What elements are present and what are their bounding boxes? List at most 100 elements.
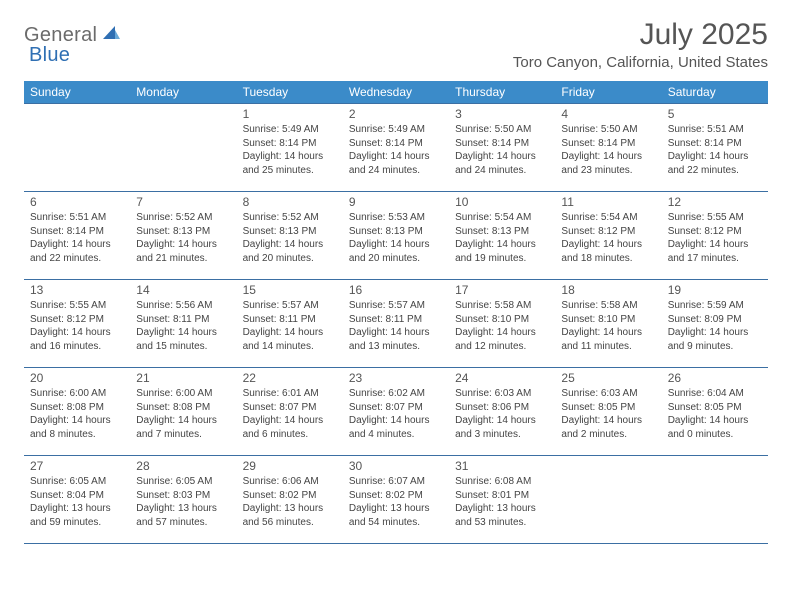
day-details: Sunrise: 5:50 AM Sunset: 8:14 PM Dayligh… xyxy=(561,123,655,177)
calendar-week-row: 1 Sunrise: 5:49 AM Sunset: 8:14 PM Daylig… xyxy=(24,104,768,192)
day-number: 26 xyxy=(668,371,762,385)
day-number: 19 xyxy=(668,283,762,297)
day-details: Sunrise: 5:59 AM Sunset: 8:09 PM Dayligh… xyxy=(668,299,762,353)
location-subtitle: Toro Canyon, California, United States xyxy=(513,54,768,71)
day-details: Sunrise: 6:06 AM Sunset: 8:02 PM Dayligh… xyxy=(243,475,337,529)
day-details: Sunrise: 5:53 AM Sunset: 8:13 PM Dayligh… xyxy=(349,211,443,265)
day-details: Sunrise: 5:52 AM Sunset: 8:13 PM Dayligh… xyxy=(136,211,230,265)
calendar-cell: 21 Sunrise: 6:00 AM Sunset: 8:08 PM Dayli… xyxy=(130,368,236,456)
calendar-cell: 8 Sunrise: 5:52 AM Sunset: 8:13 PM Daylig… xyxy=(237,192,343,280)
day-number: 10 xyxy=(455,195,549,209)
day-details: Sunrise: 6:08 AM Sunset: 8:01 PM Dayligh… xyxy=(455,475,549,529)
day-number: 15 xyxy=(243,283,337,297)
day-details: Sunrise: 5:54 AM Sunset: 8:12 PM Dayligh… xyxy=(561,211,655,265)
brand-sail-icon xyxy=(101,24,121,47)
calendar-cell: 10Sunrise: 5:54 AM Sunset: 8:13 PM Dayli… xyxy=(449,192,555,280)
day-number: 8 xyxy=(243,195,337,209)
day-details: Sunrise: 6:01 AM Sunset: 8:07 PM Dayligh… xyxy=(243,387,337,441)
day-number: 30 xyxy=(349,459,443,473)
calendar-cell xyxy=(24,104,130,192)
calendar-cell: 30 Sunrise: 6:07 AM Sunset: 8:02 PM Dayli… xyxy=(343,456,449,544)
day-number: 5 xyxy=(668,107,762,121)
day-number: 9 xyxy=(349,195,443,209)
calendar-cell: 31Sunrise: 6:08 AM Sunset: 8:01 PM Dayli… xyxy=(449,456,555,544)
calendar-cell: 17 Sunrise: 5:58 AM Sunset: 8:10 PM Dayli… xyxy=(449,280,555,368)
weekday-sunday: Sunday xyxy=(24,81,130,104)
day-details: Sunrise: 6:00 AM Sunset: 8:08 PM Dayligh… xyxy=(30,387,124,441)
calendar-cell: 11 Sunrise: 5:54 AM Sunset: 8:12 PM Dayli… xyxy=(555,192,661,280)
day-number: 22 xyxy=(243,371,337,385)
calendar-page: General July 2025 Toro Canyon, Californi… xyxy=(0,0,792,568)
day-number: 27 xyxy=(30,459,124,473)
calendar-cell: 27 Sunrise: 6:05 AM Sunset: 8:04 PM Dayli… xyxy=(24,456,130,544)
day-number: 28 xyxy=(136,459,230,473)
day-details: Sunrise: 6:00 AM Sunset: 8:08 PM Dayligh… xyxy=(136,387,230,441)
day-details: Sunrise: 6:03 AM Sunset: 8:06 PM Dayligh… xyxy=(455,387,549,441)
day-number: 2 xyxy=(349,107,443,121)
calendar-cell xyxy=(555,456,661,544)
calendar-cell xyxy=(130,104,236,192)
day-number: 17 xyxy=(455,283,549,297)
day-details: Sunrise: 5:58 AM Sunset: 8:10 PM Dayligh… xyxy=(455,299,549,353)
calendar-cell: 16 Sunrise: 5:57 AM Sunset: 8:11 PM Dayli… xyxy=(343,280,449,368)
day-details: Sunrise: 6:07 AM Sunset: 8:02 PM Dayligh… xyxy=(349,475,443,529)
calendar-cell: 12Sunrise: 5:55 AM Sunset: 8:12 PM Dayli… xyxy=(662,192,768,280)
day-details: Sunrise: 5:51 AM Sunset: 8:14 PM Dayligh… xyxy=(30,211,124,265)
day-number: 11 xyxy=(561,195,655,209)
day-details: Sunrise: 5:49 AM Sunset: 8:14 PM Dayligh… xyxy=(243,123,337,177)
day-number: 7 xyxy=(136,195,230,209)
header: General July 2025 Toro Canyon, Californi… xyxy=(24,18,768,71)
calendar-cell xyxy=(662,456,768,544)
day-details: Sunrise: 6:03 AM Sunset: 8:05 PM Dayligh… xyxy=(561,387,655,441)
calendar-week-row: 20 Sunrise: 6:00 AM Sunset: 8:08 PM Dayli… xyxy=(24,368,768,456)
day-details: Sunrise: 5:52 AM Sunset: 8:13 PM Dayligh… xyxy=(243,211,337,265)
day-number: 21 xyxy=(136,371,230,385)
calendar-body: 1 Sunrise: 5:49 AM Sunset: 8:14 PM Daylig… xyxy=(24,104,768,544)
day-number: 16 xyxy=(349,283,443,297)
brand-blue-line: Blue xyxy=(29,44,70,67)
day-details: Sunrise: 6:05 AM Sunset: 8:03 PM Dayligh… xyxy=(136,475,230,529)
day-details: Sunrise: 5:56 AM Sunset: 8:11 PM Dayligh… xyxy=(136,299,230,353)
calendar-cell: 15 Sunrise: 5:57 AM Sunset: 8:11 PM Dayli… xyxy=(237,280,343,368)
day-number: 29 xyxy=(243,459,337,473)
calendar-cell: 26 Sunrise: 6:04 AM Sunset: 8:05 PM Dayli… xyxy=(662,368,768,456)
calendar-cell: 7 Sunrise: 5:52 AM Sunset: 8:13 PM Daylig… xyxy=(130,192,236,280)
day-number: 14 xyxy=(136,283,230,297)
calendar-cell: 9 Sunrise: 5:53 AM Sunset: 8:13 PM Daylig… xyxy=(343,192,449,280)
day-number: 18 xyxy=(561,283,655,297)
calendar-cell: 23Sunrise: 6:02 AM Sunset: 8:07 PM Dayli… xyxy=(343,368,449,456)
day-details: Sunrise: 6:04 AM Sunset: 8:05 PM Dayligh… xyxy=(668,387,762,441)
day-number: 13 xyxy=(30,283,124,297)
weekday-monday: Monday xyxy=(130,81,236,104)
calendar-cell: 22 Sunrise: 6:01 AM Sunset: 8:07 PM Dayli… xyxy=(237,368,343,456)
weekday-saturday: Saturday xyxy=(662,81,768,104)
title-block: July 2025 Toro Canyon, California, Unite… xyxy=(513,18,768,71)
calendar-cell: 5 Sunrise: 5:51 AM Sunset: 8:14 PM Daylig… xyxy=(662,104,768,192)
calendar-cell: 19 Sunrise: 5:59 AM Sunset: 8:09 PM Dayli… xyxy=(662,280,768,368)
calendar-cell: 1 Sunrise: 5:49 AM Sunset: 8:14 PM Daylig… xyxy=(237,104,343,192)
calendar-cell: 18Sunrise: 5:58 AM Sunset: 8:10 PM Dayli… xyxy=(555,280,661,368)
weekday-friday: Friday xyxy=(555,81,661,104)
day-number: 25 xyxy=(561,371,655,385)
day-details: Sunrise: 5:49 AM Sunset: 8:14 PM Dayligh… xyxy=(349,123,443,177)
day-number: 20 xyxy=(30,371,124,385)
weekday-thursday: Thursday xyxy=(449,81,555,104)
calendar-cell: 13 Sunrise: 5:55 AM Sunset: 8:12 PM Dayli… xyxy=(24,280,130,368)
calendar-table: Sunday Monday Tuesday Wednesday Thursday… xyxy=(24,81,768,544)
day-number: 1 xyxy=(243,107,337,121)
day-details: Sunrise: 5:50 AM Sunset: 8:14 PM Dayligh… xyxy=(455,123,549,177)
page-title: July 2025 xyxy=(513,18,768,52)
weekday-wednesday: Wednesday xyxy=(343,81,449,104)
calendar-cell: 28 Sunrise: 6:05 AM Sunset: 8:03 PM Dayli… xyxy=(130,456,236,544)
day-details: Sunrise: 5:55 AM Sunset: 8:12 PM Dayligh… xyxy=(30,299,124,353)
calendar-week-row: 13 Sunrise: 5:55 AM Sunset: 8:12 PM Dayli… xyxy=(24,280,768,368)
day-details: Sunrise: 6:05 AM Sunset: 8:04 PM Dayligh… xyxy=(30,475,124,529)
day-number: 6 xyxy=(30,195,124,209)
calendar-cell: 4 Sunrise: 5:50 AM Sunset: 8:14 PM Daylig… xyxy=(555,104,661,192)
day-number: 4 xyxy=(561,107,655,121)
day-details: Sunrise: 5:51 AM Sunset: 8:14 PM Dayligh… xyxy=(668,123,762,177)
day-details: Sunrise: 5:57 AM Sunset: 8:11 PM Dayligh… xyxy=(349,299,443,353)
weekday-row: Sunday Monday Tuesday Wednesday Thursday… xyxy=(24,81,768,104)
day-details: Sunrise: 5:57 AM Sunset: 8:11 PM Dayligh… xyxy=(243,299,337,353)
calendar-cell: 14 Sunrise: 5:56 AM Sunset: 8:11 PM Dayli… xyxy=(130,280,236,368)
